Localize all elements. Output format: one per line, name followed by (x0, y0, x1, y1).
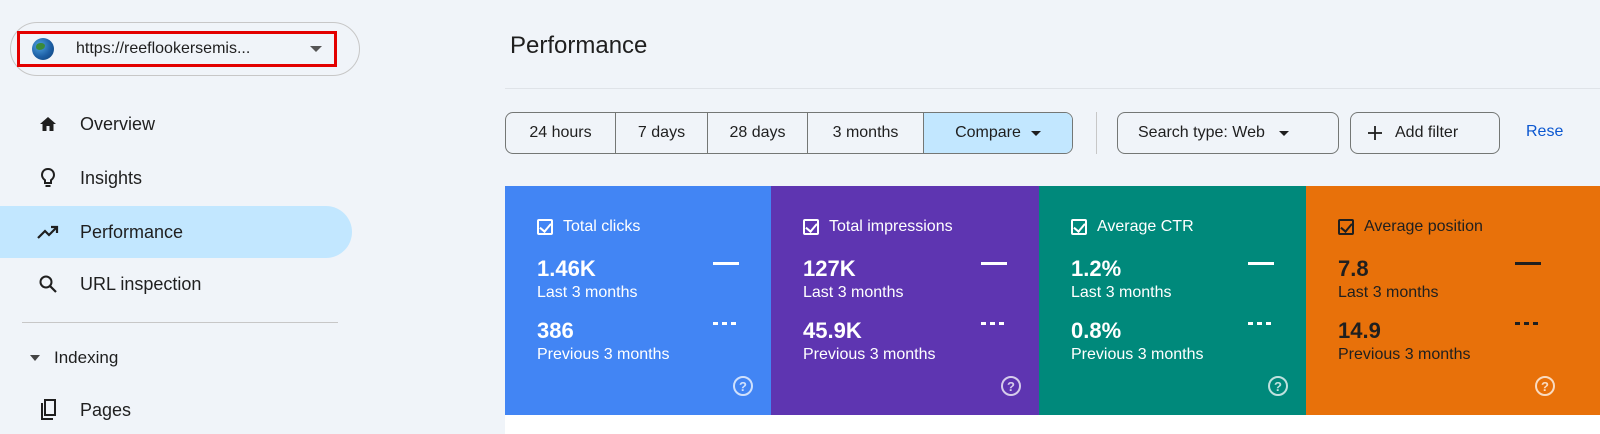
metric-current-period: Last 3 months (1338, 284, 1439, 301)
metric-current-value: 1.2% (1071, 256, 1122, 281)
add-filter-label: Add filter (1395, 124, 1459, 141)
solid-line-icon (981, 262, 1007, 265)
metric-card-average-position[interactable]: Average position 7.8 Last 3 months 14.9 … (1306, 186, 1600, 415)
toolbar-separator (1096, 112, 1097, 154)
trending-up-icon (36, 220, 60, 244)
help-icon[interactable]: ? (733, 376, 753, 396)
nav-item-url-inspection[interactable]: URL inspection (0, 258, 352, 310)
metric-current-period: Last 3 months (1071, 284, 1172, 301)
nav-label: Insights (80, 167, 143, 188)
pages-icon (36, 398, 60, 422)
metric-header: Average CTR (1071, 218, 1194, 236)
metric-previous-value: 14.9 (1338, 318, 1381, 343)
nav-label: Overview (80, 113, 156, 134)
sidebar: https://reeflookersemis... Overview Insi… (0, 0, 370, 434)
metric-label: Average position (1364, 218, 1483, 235)
globe-icon (32, 38, 54, 60)
metric-current-value: 127K (803, 256, 856, 281)
metric-previous-period: Previous 3 months (803, 346, 936, 363)
metric-label: Total clicks (563, 218, 641, 235)
metric-header: Average position (1338, 218, 1483, 236)
help-icon[interactable]: ? (1535, 376, 1555, 396)
property-url: https://reeflookersemis... (76, 40, 251, 57)
page-title: Performance (510, 32, 648, 59)
checkbox-checked-icon (537, 219, 553, 235)
compare-label: Compare (955, 124, 1021, 141)
compare-button[interactable]: Compare (924, 113, 1072, 153)
metric-cards: Total clicks 1.46K Last 3 months 386 Pre… (505, 186, 1600, 415)
metric-previous-period: Previous 3 months (1071, 346, 1204, 363)
dashed-line-icon (1515, 322, 1541, 325)
dashed-line-icon (713, 322, 739, 325)
property-selector[interactable]: https://reeflookersemis... (10, 22, 360, 76)
checkbox-checked-icon (803, 219, 819, 235)
chevron-down-icon (1030, 130, 1041, 136)
metric-label: Average CTR (1097, 218, 1194, 235)
chart-area-top (505, 415, 1600, 434)
sidebar-divider (22, 322, 338, 323)
plus-icon (1368, 126, 1382, 140)
nav-label: URL inspection (80, 273, 202, 294)
metric-previous-value: 386 (537, 318, 574, 343)
metric-header: Total impressions (803, 218, 953, 236)
metric-label: Total impressions (829, 218, 953, 235)
search-type-label: Search type: Web (1138, 124, 1265, 141)
metric-previous-period: Previous 3 months (1338, 346, 1471, 363)
nav-label: Performance (80, 221, 184, 242)
metric-header: Total clicks (537, 218, 640, 236)
lightbulb-icon (36, 166, 60, 190)
metric-current-value: 7.8 (1338, 256, 1369, 281)
search-type-dropdown[interactable]: Search type: Web (1117, 112, 1339, 154)
search-icon (36, 272, 60, 296)
solid-line-icon (1515, 262, 1541, 265)
date-range-selector: 24 hours 7 days 28 days 3 months Compare (505, 112, 1073, 154)
checkbox-checked-icon (1338, 219, 1354, 235)
range-3-months[interactable]: 3 months (808, 113, 924, 153)
dashed-line-icon (1248, 322, 1274, 325)
add-filter-button[interactable]: Add filter (1350, 112, 1500, 154)
nav-label: Pages (80, 399, 132, 420)
solid-line-icon (1248, 262, 1274, 265)
help-icon[interactable]: ? (1268, 376, 1288, 396)
checkbox-checked-icon (1071, 219, 1087, 235)
metric-current-period: Last 3 months (803, 284, 904, 301)
section-indexing[interactable]: Indexing (30, 346, 118, 370)
section-label: Indexing (54, 348, 119, 367)
range-24-hours[interactable]: 24 hours (506, 113, 616, 153)
metric-current-period: Last 3 months (537, 284, 638, 301)
metric-previous-period: Previous 3 months (537, 346, 670, 363)
nav-item-performance[interactable]: Performance (0, 206, 352, 258)
metric-card-total-impressions[interactable]: Total impressions 127K Last 3 months 45.… (771, 186, 1039, 415)
dashed-line-icon (981, 322, 1007, 325)
metric-previous-value: 0.8% (1071, 318, 1122, 343)
help-icon[interactable]: ? (1001, 376, 1021, 396)
expand-icon (30, 355, 40, 361)
home-icon (36, 112, 60, 136)
header-divider (505, 88, 1600, 89)
metric-card-total-clicks[interactable]: Total clicks 1.46K Last 3 months 386 Pre… (505, 186, 771, 415)
nav-item-pages[interactable]: Pages (0, 384, 352, 434)
chevron-down-icon (1278, 130, 1289, 136)
reset-filters-link[interactable]: Rese (1526, 123, 1564, 140)
metric-previous-value: 45.9K (803, 318, 862, 343)
range-7-days[interactable]: 7 days (616, 113, 708, 153)
property-highlight: https://reeflookersemis... (17, 31, 337, 67)
metric-current-value: 1.46K (537, 256, 596, 281)
solid-line-icon (713, 262, 739, 265)
nav-item-overview[interactable]: Overview (0, 98, 352, 150)
nav-item-insights[interactable]: Insights (0, 152, 352, 204)
metric-card-average-ctr[interactable]: Average CTR 1.2% Last 3 months 0.8% Prev… (1039, 186, 1306, 415)
range-28-days[interactable]: 28 days (708, 113, 808, 153)
chevron-down-icon (310, 46, 322, 52)
